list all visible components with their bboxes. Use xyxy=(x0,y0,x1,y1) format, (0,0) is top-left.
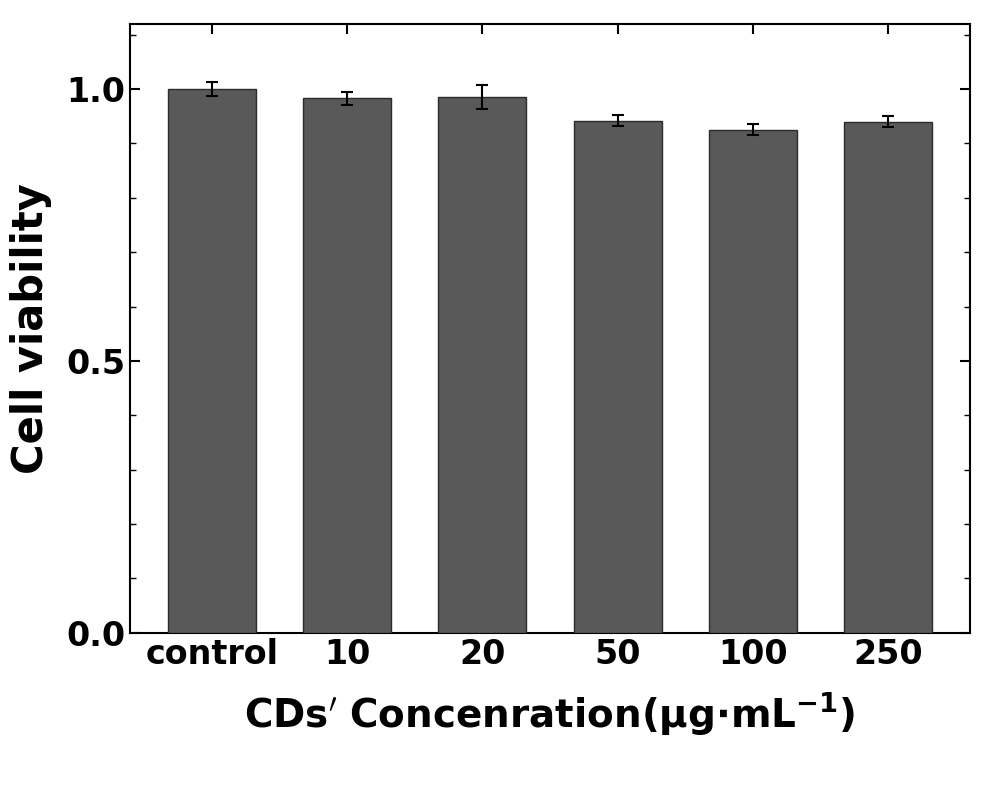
Bar xyxy=(709,130,797,633)
Bar xyxy=(438,97,526,633)
X-axis label: $\mathbf{CDs' \ Concenration(\mu g{\bullet}mL^{-1})}$: $\mathbf{CDs' \ Concenration(\mu g{\bull… xyxy=(244,690,856,737)
Bar xyxy=(303,98,391,633)
Bar xyxy=(844,122,932,633)
Bar xyxy=(168,89,256,633)
Y-axis label: Cell viability: Cell viability xyxy=(10,183,52,474)
Bar xyxy=(574,120,662,633)
